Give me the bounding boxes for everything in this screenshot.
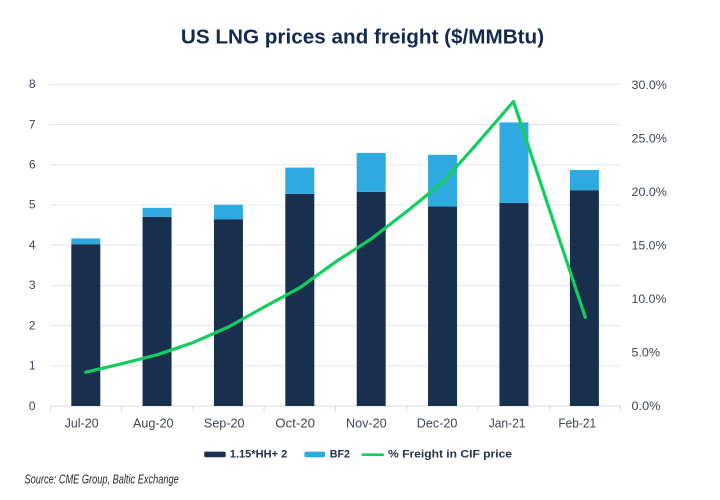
svg-text:% Freight in CIF price: % Freight in CIF price <box>388 448 512 460</box>
svg-text:Source: CME Group, Baltic Exch: Source: CME Group, Baltic Exchange <box>25 471 179 486</box>
svg-text:6: 6 <box>29 157 36 171</box>
svg-text:Oct-20: Oct-20 <box>275 416 315 430</box>
svg-text:Dec-20: Dec-20 <box>417 416 458 430</box>
svg-text:20.0%: 20.0% <box>632 185 668 199</box>
svg-text:30.0%: 30.0% <box>632 78 668 92</box>
svg-text:4: 4 <box>29 238 36 252</box>
svg-text:Feb-21: Feb-21 <box>558 416 596 430</box>
svg-text:8: 8 <box>29 77 36 91</box>
svg-text:0.0%: 0.0% <box>632 399 661 413</box>
svg-text:1.15*HH+ 2: 1.15*HH+ 2 <box>230 448 288 460</box>
svg-text:Nov-20: Nov-20 <box>346 416 387 430</box>
svg-text:5.0%: 5.0% <box>632 345 661 359</box>
svg-text:Jul-20: Jul-20 <box>65 416 99 430</box>
svg-text:3: 3 <box>29 278 36 292</box>
svg-text:Sep-20: Sep-20 <box>204 416 245 430</box>
svg-text:Aug-20: Aug-20 <box>133 416 174 430</box>
svg-text:Jan-21: Jan-21 <box>489 416 526 430</box>
svg-text:1: 1 <box>29 359 36 373</box>
svg-text:10.0%: 10.0% <box>632 292 667 306</box>
svg-text:BF2: BF2 <box>330 448 350 460</box>
svg-text:25.0%: 25.0% <box>632 131 668 145</box>
svg-text:US LNG prices and freight ($/M: US LNG prices and freight ($/MMBtu) <box>181 26 544 49</box>
svg-text:0: 0 <box>29 399 36 413</box>
svg-text:2: 2 <box>29 318 36 332</box>
svg-text:5: 5 <box>29 198 36 212</box>
svg-text:15.0%: 15.0% <box>632 238 667 252</box>
svg-text:7: 7 <box>29 117 36 131</box>
